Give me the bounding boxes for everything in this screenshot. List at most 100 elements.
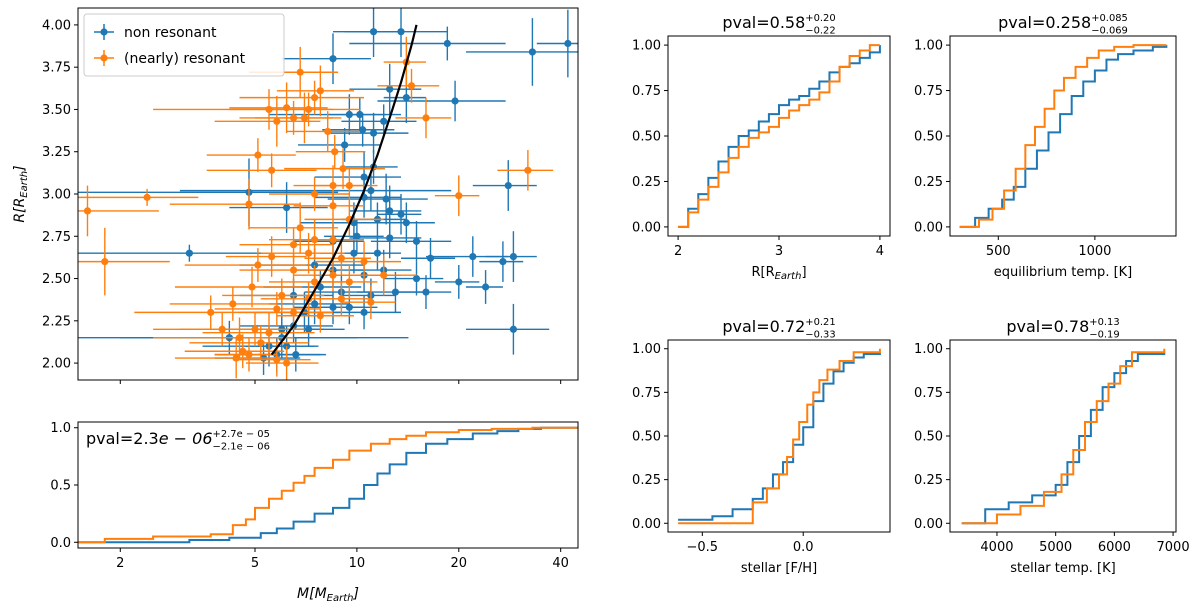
data-point xyxy=(331,148,339,156)
y-tick-label: 1.00 xyxy=(914,39,943,54)
y-tick-label: 3.75 xyxy=(42,61,71,76)
axes-frame xyxy=(667,35,891,237)
data-point xyxy=(101,258,109,266)
x-axis-label: stellar [F/H] xyxy=(741,561,817,576)
y-tick-label: 3.50 xyxy=(42,103,71,118)
data-point xyxy=(316,312,324,320)
y-tick-label: 0.50 xyxy=(632,130,661,145)
x-tick-label: 0.0 xyxy=(793,540,814,555)
data-point xyxy=(509,325,518,333)
cdf-line-resonant xyxy=(959,44,1167,228)
data-point xyxy=(232,354,240,362)
x-axis-label: stellar temp. [K] xyxy=(1010,561,1115,576)
data-point xyxy=(324,127,332,136)
data-point xyxy=(386,85,394,93)
y-tick-label: 0.50 xyxy=(914,430,943,445)
x-tick-label: 4 xyxy=(876,244,884,259)
cdf-line-resonant xyxy=(961,348,1166,525)
data-point xyxy=(564,39,572,48)
teff-cdf-panel: 0.00 0.25 0.50 0.75 1.00 4000 5000 6000 7000 pval… xyxy=(914,317,1190,576)
panel-title: pval=0.58+0.20 −0.22 xyxy=(722,13,835,37)
data-point xyxy=(422,114,430,122)
data-point xyxy=(310,300,319,308)
data-point xyxy=(367,187,375,195)
data-point xyxy=(83,207,92,215)
y-tick-label: 0.25 xyxy=(914,175,943,190)
x-tick-label: 4000 xyxy=(980,540,1013,555)
data-point xyxy=(251,325,259,333)
data-point xyxy=(329,236,337,244)
data-point xyxy=(289,266,298,274)
panel-title: pval=0.258+0.085 −0.069 xyxy=(998,13,1128,37)
y-tick-label: 0.00 xyxy=(914,220,943,235)
data-point xyxy=(235,334,244,342)
data-point xyxy=(524,166,532,174)
data-point xyxy=(481,283,490,291)
cdf-line-non-resonant xyxy=(78,426,578,544)
data-point xyxy=(382,195,390,203)
data-point xyxy=(283,203,291,212)
x-tick-label: 500 xyxy=(986,244,1011,259)
scatter-panel: 2.00 2.25 2.50 2.75 3.00 3.25 3.50 3.75 4.00 R[RE… xyxy=(12,7,579,384)
y-tick-label: 2.25 xyxy=(42,314,71,329)
data-point xyxy=(185,249,193,257)
y-tick-label: 3.00 xyxy=(42,188,71,203)
axes-frame xyxy=(667,339,891,533)
data-point xyxy=(451,97,459,105)
x-axis-label: M[MEarth] xyxy=(297,586,359,603)
y-tick-label: 0.75 xyxy=(914,84,943,99)
data-point xyxy=(304,249,313,257)
cdf-line-non-resonant xyxy=(961,352,1166,525)
data-point xyxy=(397,28,405,36)
data-point xyxy=(268,252,276,261)
mass-cdf-panel: 0.0 0.5 1.0 2 5 10 20 40 pval=2.3e − 06+2.7e − 0… xyxy=(50,421,579,603)
data-point xyxy=(257,339,265,347)
data-point xyxy=(369,129,378,137)
data-point xyxy=(289,241,298,249)
x-tick-label: 6000 xyxy=(1098,540,1131,555)
data-point xyxy=(339,165,347,173)
data-point xyxy=(143,193,151,201)
y-tick-label: 0.00 xyxy=(632,220,661,235)
data-point xyxy=(283,104,291,112)
legend-marker xyxy=(100,28,108,36)
data-point xyxy=(386,207,394,215)
data-point xyxy=(329,55,337,63)
x-tick-label: 5000 xyxy=(1039,540,1072,555)
data-point xyxy=(304,325,313,333)
cdf-line-non-resonant xyxy=(959,45,1168,228)
legend-label: (nearly) resonant xyxy=(124,51,246,67)
y-tick-label: 2.00 xyxy=(42,357,71,372)
data-point xyxy=(229,300,237,308)
data-point xyxy=(310,94,319,102)
data-point xyxy=(509,252,518,261)
data-point xyxy=(528,48,537,56)
y-tick-label: 0.25 xyxy=(632,175,661,190)
data-point xyxy=(248,283,256,291)
data-point xyxy=(254,151,262,159)
data-point xyxy=(265,329,273,337)
x-tick-label: 10 xyxy=(349,556,366,571)
data-point xyxy=(359,126,367,134)
data-point xyxy=(283,359,291,367)
data-point xyxy=(289,308,298,316)
y-tick-label: 0.25 xyxy=(914,473,943,488)
data-point xyxy=(345,278,353,286)
data-point xyxy=(345,303,353,311)
data-point xyxy=(345,110,353,119)
y-tick-label: 0.00 xyxy=(914,517,943,532)
axes-frame xyxy=(949,339,1177,533)
legend: non resonant (nearly) resonant xyxy=(83,13,285,77)
scatter-plot-area xyxy=(78,8,578,380)
data-point xyxy=(422,288,430,296)
legend-marker xyxy=(100,54,108,62)
data-point xyxy=(329,202,337,210)
y-tick-label: 1.00 xyxy=(632,342,661,357)
data-point xyxy=(341,141,349,149)
y-tick-label: 0.50 xyxy=(914,130,943,145)
y-tick-label: 0.5 xyxy=(50,479,71,494)
x-tick-label: 2 xyxy=(674,244,682,259)
data-point xyxy=(268,166,276,174)
data-point xyxy=(380,117,388,125)
data-point xyxy=(300,114,309,122)
